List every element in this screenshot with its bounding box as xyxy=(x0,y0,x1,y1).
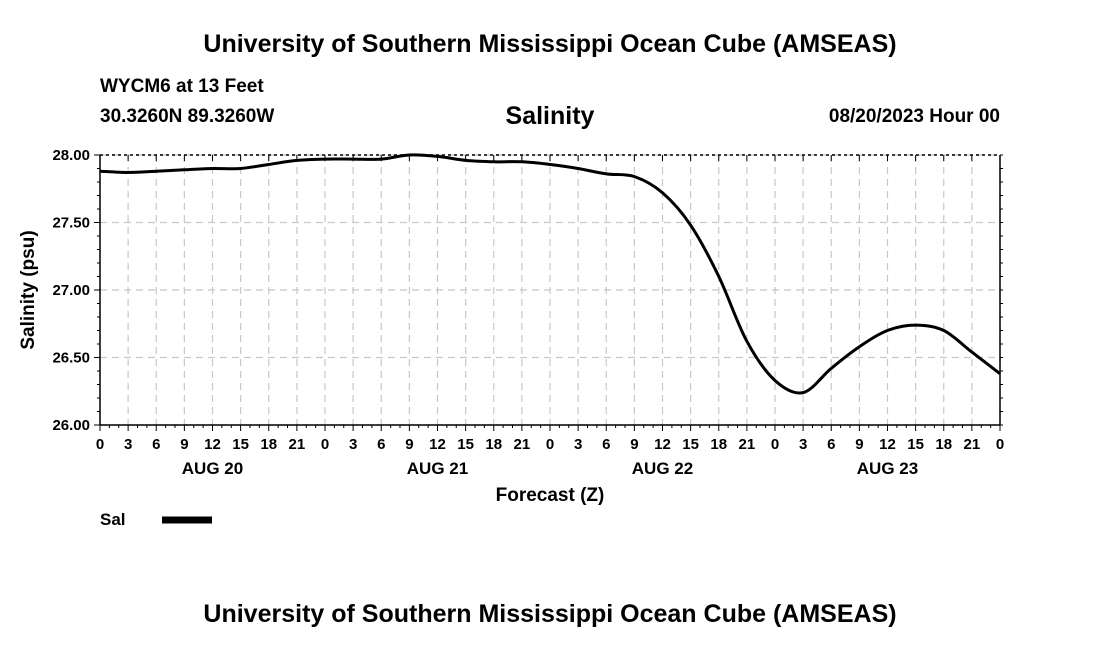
y-tick-label: 26.50 xyxy=(52,350,90,367)
x-tick-label: 12 xyxy=(654,436,671,453)
tick-labels: 0 3 6 9 12 15 18 21 0 3 6 9 12 15 18 21 0 3 6 9 12 15 18 21 0 3 6 9… xyxy=(52,147,1004,478)
x-tick-label: 9 xyxy=(180,436,188,453)
day-label: AUG 20 xyxy=(182,459,243,478)
x-tick-label: 0 xyxy=(321,436,329,453)
x-tick-label: 12 xyxy=(879,436,896,453)
x-tick-label: 0 xyxy=(96,436,104,453)
day-label: AUG 21 xyxy=(407,459,468,478)
chart-title: Salinity xyxy=(506,102,595,130)
legend: Sal xyxy=(100,510,212,529)
y-tick-label: 27.50 xyxy=(52,215,90,232)
y-tick-label: 28.00 xyxy=(52,147,90,164)
x-tick-label: 18 xyxy=(710,436,727,453)
axes xyxy=(94,154,1003,431)
x-axis-label: Forecast (Z) xyxy=(496,485,605,506)
x-tick-label: 3 xyxy=(124,436,132,453)
x-tick-label: 0 xyxy=(546,436,554,453)
x-tick-label: 18 xyxy=(935,436,952,453)
x-tick-label: 21 xyxy=(514,436,531,453)
x-tick-label: 9 xyxy=(630,436,638,453)
coordinates-label: 30.3260N 89.3260W xyxy=(100,106,275,127)
x-tick-label: 6 xyxy=(152,436,160,453)
x-tick-label: 3 xyxy=(574,436,582,453)
legend-label: Sal xyxy=(100,510,126,529)
x-tick-label: 12 xyxy=(204,436,221,453)
x-tick-label: 3 xyxy=(349,436,357,453)
day-label: AUG 22 xyxy=(632,459,693,478)
y-tick-label: 26.00 xyxy=(52,417,90,434)
x-tick-label: 6 xyxy=(827,436,835,453)
x-tick-label: 18 xyxy=(260,436,277,453)
y-tick-label: 27.00 xyxy=(52,282,90,299)
x-tick-label: 15 xyxy=(907,436,924,453)
x-tick-label: 0 xyxy=(771,436,779,453)
x-tick-label: 15 xyxy=(232,436,249,453)
x-tick-label: 21 xyxy=(739,436,756,453)
x-tick-label: 21 xyxy=(289,436,306,453)
x-tick-label: 18 xyxy=(485,436,502,453)
day-label: AUG 23 xyxy=(857,459,918,478)
x-tick-label: 6 xyxy=(377,436,385,453)
x-tick-label: 21 xyxy=(964,436,981,453)
series-line-sal xyxy=(99,153,1001,395)
x-tick-label: 15 xyxy=(457,436,474,453)
x-tick-label: 0 xyxy=(996,436,1004,453)
page-title: University of Southern Mississippi Ocean… xyxy=(203,30,897,58)
footer-title: University of Southern Mississippi Ocean… xyxy=(203,600,897,628)
datetime-label: 08/20/2023 Hour 00 xyxy=(828,106,1000,127)
x-tick-label: 6 xyxy=(602,436,610,453)
x-tick-label: 12 xyxy=(429,436,446,453)
x-tick-label: 9 xyxy=(855,436,863,453)
x-tick-label: 9 xyxy=(405,436,413,453)
station-label: WYCM6 at 13 Feet xyxy=(100,76,264,97)
grid-lines xyxy=(99,154,1001,426)
x-tick-label: 15 xyxy=(682,436,699,453)
x-tick-label: 3 xyxy=(799,436,807,453)
y-axis-label: Salinity (psu) xyxy=(18,230,39,349)
